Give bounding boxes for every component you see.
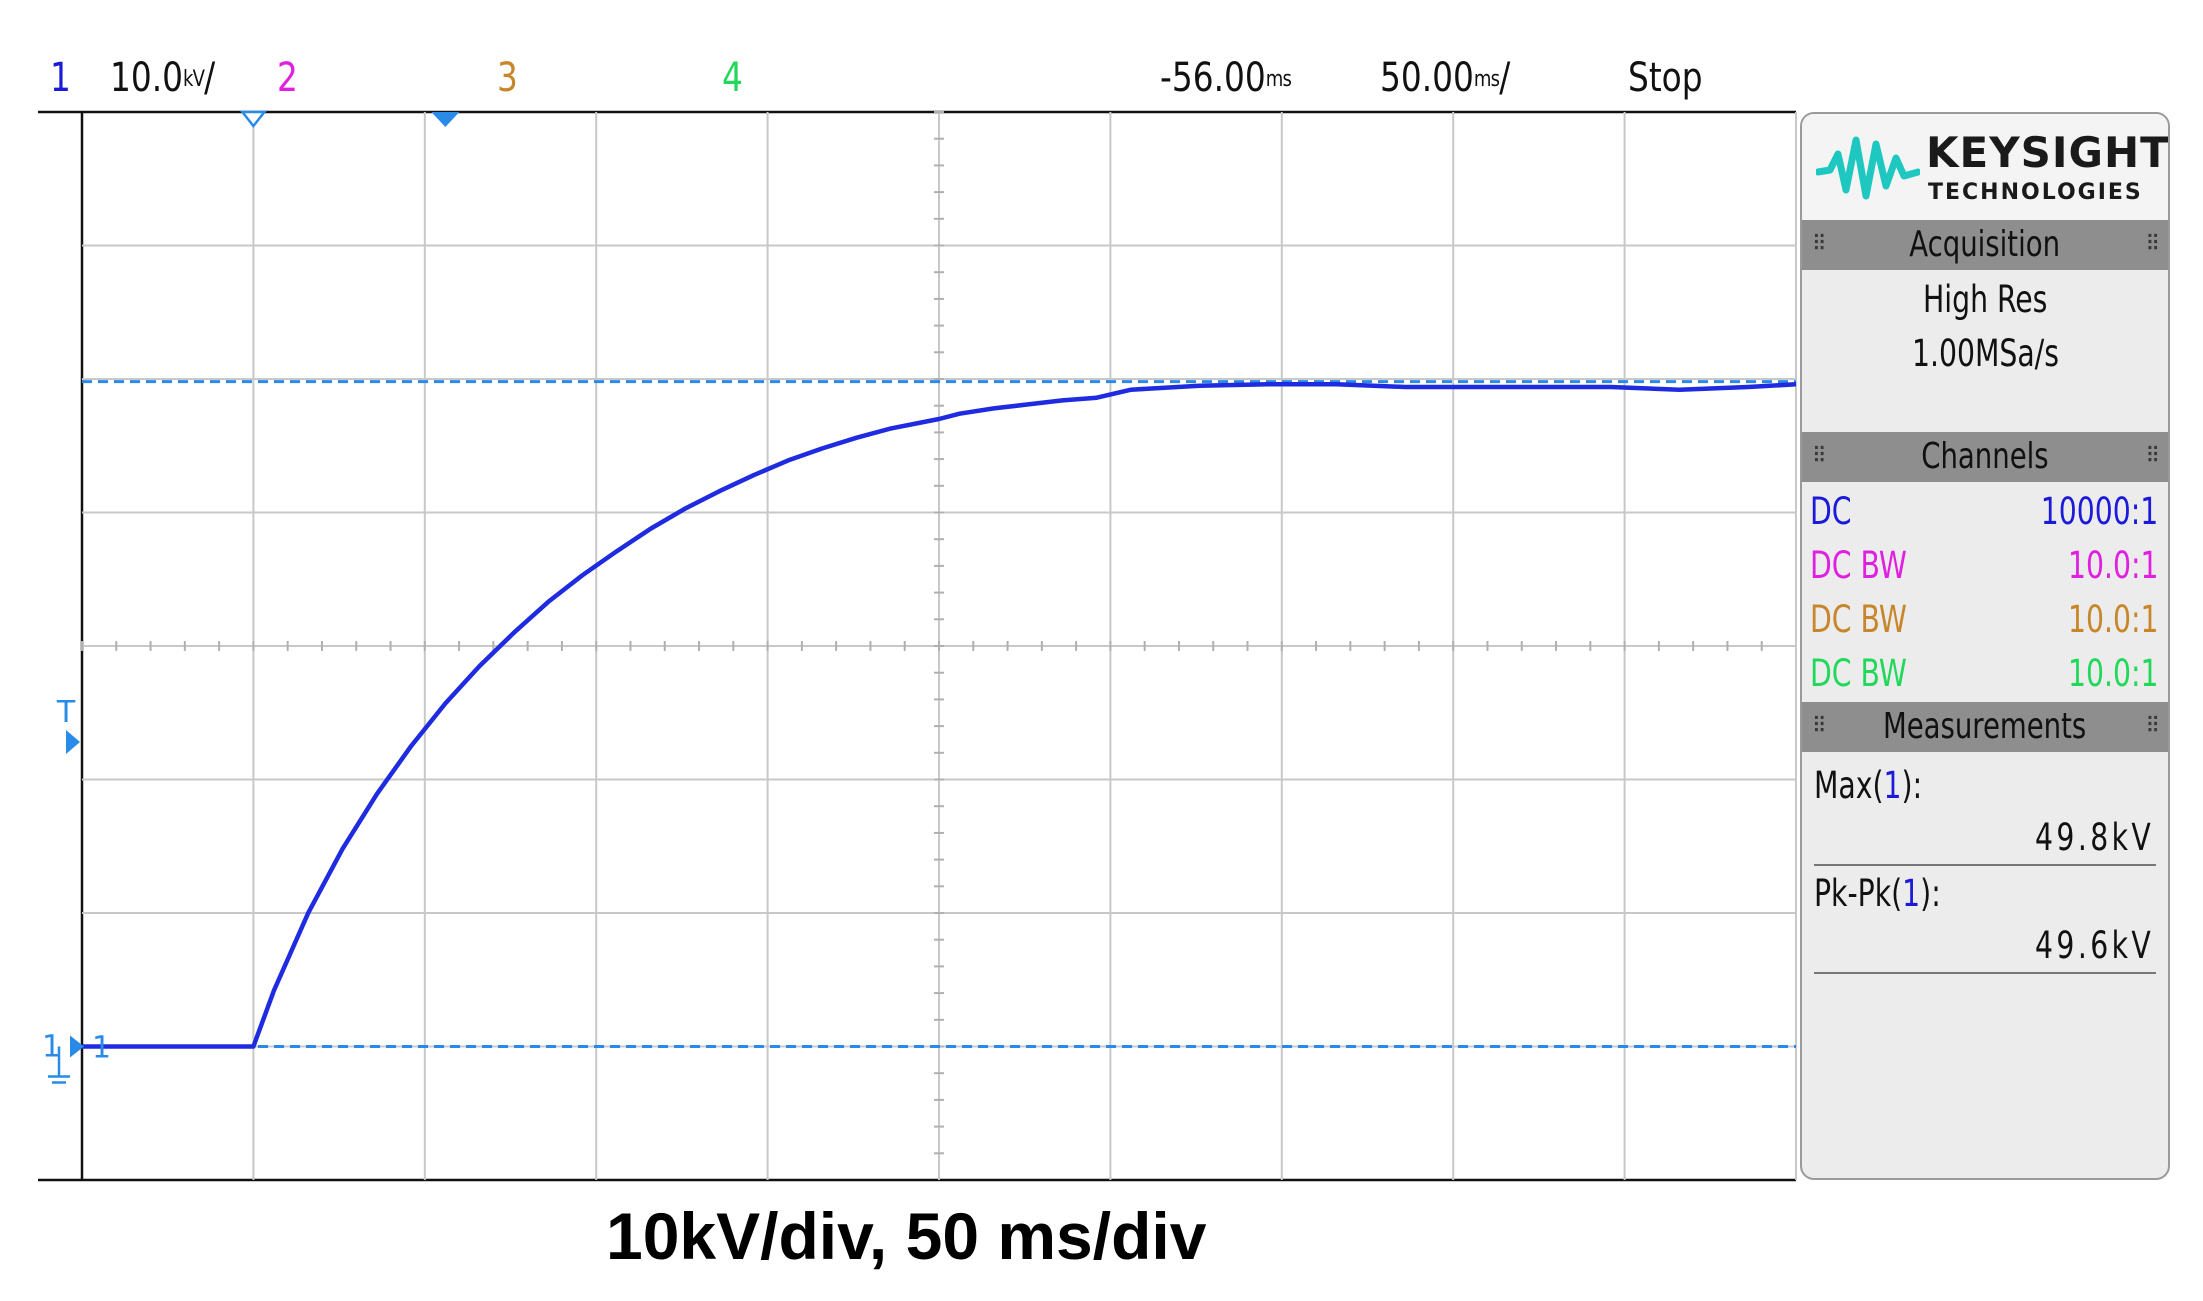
divider (1814, 864, 2156, 866)
status-bar: 1 10.0kV/ 2 3 4 -56.00ms 50.00ms/ Stop (0, 48, 1800, 108)
channel-coupling[interactable]: DC BW (1810, 598, 1907, 641)
channel-probe-ratio[interactable]: 10.0:1 (2067, 652, 2158, 695)
grip-icon: ⠿ (2145, 232, 2159, 257)
figure-caption: 10kV/div, 50 ms/div (606, 1199, 1207, 1273)
ground-label: 1 (42, 1030, 61, 1065)
time-scale[interactable]: 50.00ms/ (1380, 55, 1511, 101)
grip-icon: ⠿ (2145, 714, 2159, 739)
ch1-scale[interactable]: 10.0kV/ (110, 55, 216, 101)
channel-coupling[interactable]: DC (1810, 490, 1852, 533)
grip-icon: ⠿ (2145, 444, 2159, 469)
keysight-wave-icon (1816, 136, 1920, 200)
logo-subtitle: TECHNOLOGIES (1928, 180, 2143, 205)
channel-coupling[interactable]: DC BW (1810, 544, 1907, 587)
divider (1814, 972, 2156, 974)
grip-icon: ⠿ (1812, 232, 1826, 257)
ch3-indicator[interactable]: 3 (497, 55, 518, 101)
delay-marker-icon (431, 112, 460, 127)
measurements-header[interactable]: ⠿ Measurements ⠿ (1802, 702, 2168, 752)
side-panel: KEYSIGHT TECHNOLOGIES ⠿ Acquisition ⠿ Hi… (1800, 112, 2170, 1180)
scope-screen: T 1 1 (38, 110, 1797, 1182)
acquisition-header[interactable]: ⠿ Acquisition ⠿ (1802, 220, 2168, 270)
ch1-number: 1 (50, 55, 71, 101)
sample-rate: 1.00MSa/s (1911, 332, 2059, 375)
ch4-indicator[interactable]: 4 (722, 55, 743, 101)
ch1-offset-label: 1 (92, 1031, 111, 1066)
trigger-position-icon (239, 110, 267, 129)
ch1-trace (82, 382, 1797, 1049)
acquisition-mode: High Res (1922, 278, 2048, 321)
graticule-ticks (81, 111, 1763, 1155)
time-offset[interactable]: -56.00ms (1160, 55, 1292, 101)
trigger-level-label: T (56, 695, 76, 730)
grip-icon: ⠿ (1812, 444, 1826, 469)
reference-lines (82, 380, 1796, 1048)
ch1-offset-icon (70, 1035, 84, 1058)
trigger-level-icon (66, 730, 80, 754)
measurement-label: Pk-Pk(1): (1814, 872, 1941, 915)
channel-probe-ratio[interactable]: 10.0:1 (2067, 598, 2158, 641)
channel-coupling[interactable]: DC BW (1810, 652, 1907, 695)
graticule (38, 110, 1797, 1182)
brand-logo: KEYSIGHT TECHNOLOGIES (1802, 114, 2168, 220)
ch2-indicator[interactable]: 2 (277, 55, 298, 101)
run-state[interactable]: Stop (1628, 55, 1703, 101)
screen-markers: T 1 1 (42, 110, 460, 1084)
measurement-label: Max(1): (1814, 764, 1923, 807)
grip-icon: ⠿ (1812, 714, 1826, 739)
measurement-value: 49.8kV (2034, 816, 2154, 859)
channel-probe-ratio[interactable]: 10.0:1 (2067, 544, 2158, 587)
channel-probe-ratio[interactable]: 10000:1 (2040, 490, 2158, 533)
logo-name: KEYSIGHT (1926, 128, 2170, 177)
ch1-indicator[interactable]: 1 (50, 48, 71, 108)
ch1-waveform (82, 382, 1797, 1049)
channels-header[interactable]: ⠿ Channels ⠿ (1802, 432, 2168, 482)
measurement-value: 49.6kV (2034, 924, 2154, 967)
